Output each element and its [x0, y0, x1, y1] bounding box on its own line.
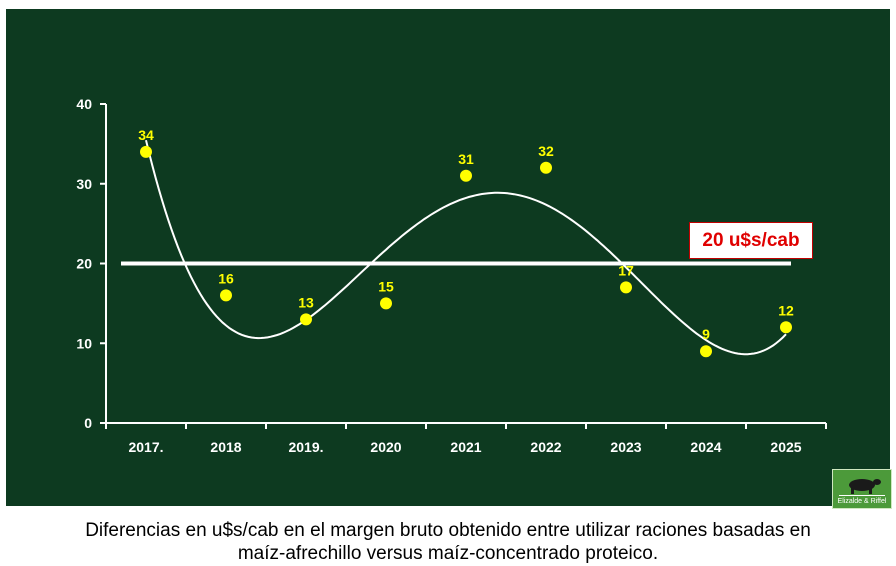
data-label: 12 — [778, 302, 794, 318]
data-label: 13 — [298, 294, 314, 310]
trend-line — [145, 139, 787, 356]
x-tick-label: 2020 — [370, 439, 401, 455]
y-tick-label: 30 — [76, 176, 92, 192]
x-tick-label: 2023 — [610, 439, 641, 455]
x-tick-label: 2019. — [288, 439, 323, 455]
y-tick-label: 40 — [76, 96, 92, 112]
data-point — [540, 161, 552, 174]
data-point — [380, 297, 392, 310]
data-point — [300, 313, 312, 326]
y-tick-label: 20 — [76, 256, 92, 272]
reference-line-label: 20 u$s/cab — [689, 222, 813, 259]
data-label: 34 — [138, 127, 154, 143]
x-tick-label: 2018 — [210, 439, 241, 455]
data-point — [140, 145, 152, 158]
data-point — [460, 169, 472, 182]
cow-icon — [839, 479, 885, 496]
data-point — [620, 281, 632, 294]
data-point — [220, 289, 232, 302]
x-tick-label: 2024 — [690, 439, 721, 455]
x-tick-label: 2025 — [770, 439, 801, 455]
data-label: 15 — [378, 278, 394, 294]
data-label: 31 — [458, 151, 474, 167]
chart-svg: 0 10 20 30 40 2017. 2018 2019. 2020 2021 2022 2023 2… — [76, 96, 827, 455]
data-label: 32 — [538, 143, 554, 159]
chart-panel: 0 10 20 30 40 2017. 2018 2019. 2020 2021 2022 2023 2… — [6, 9, 892, 509]
x-tick-label: 2017. — [128, 439, 163, 455]
caption-line-2: maíz-afrechillo versus maíz-concentrado … — [237, 543, 659, 564]
brand-logo: Elizalde & Riffel — [832, 469, 892, 509]
data-label: 16 — [218, 270, 234, 286]
data-label: 9 — [702, 326, 710, 342]
data-point — [780, 321, 792, 334]
data-label: 17 — [618, 262, 634, 278]
x-tick-label: 2021 — [450, 439, 481, 455]
x-tick-label: 2022 — [530, 439, 561, 455]
y-tick-label: 10 — [76, 335, 92, 351]
logo-text: Elizalde & Riffel — [837, 498, 887, 505]
caption-line-1: Diferencias en u$s/cab en el margen brut… — [85, 520, 811, 541]
figure-caption: Diferencias en u$s/cab en el margen brut… — [0, 519, 896, 565]
data-point — [700, 345, 712, 358]
y-tick-label: 0 — [84, 415, 92, 431]
